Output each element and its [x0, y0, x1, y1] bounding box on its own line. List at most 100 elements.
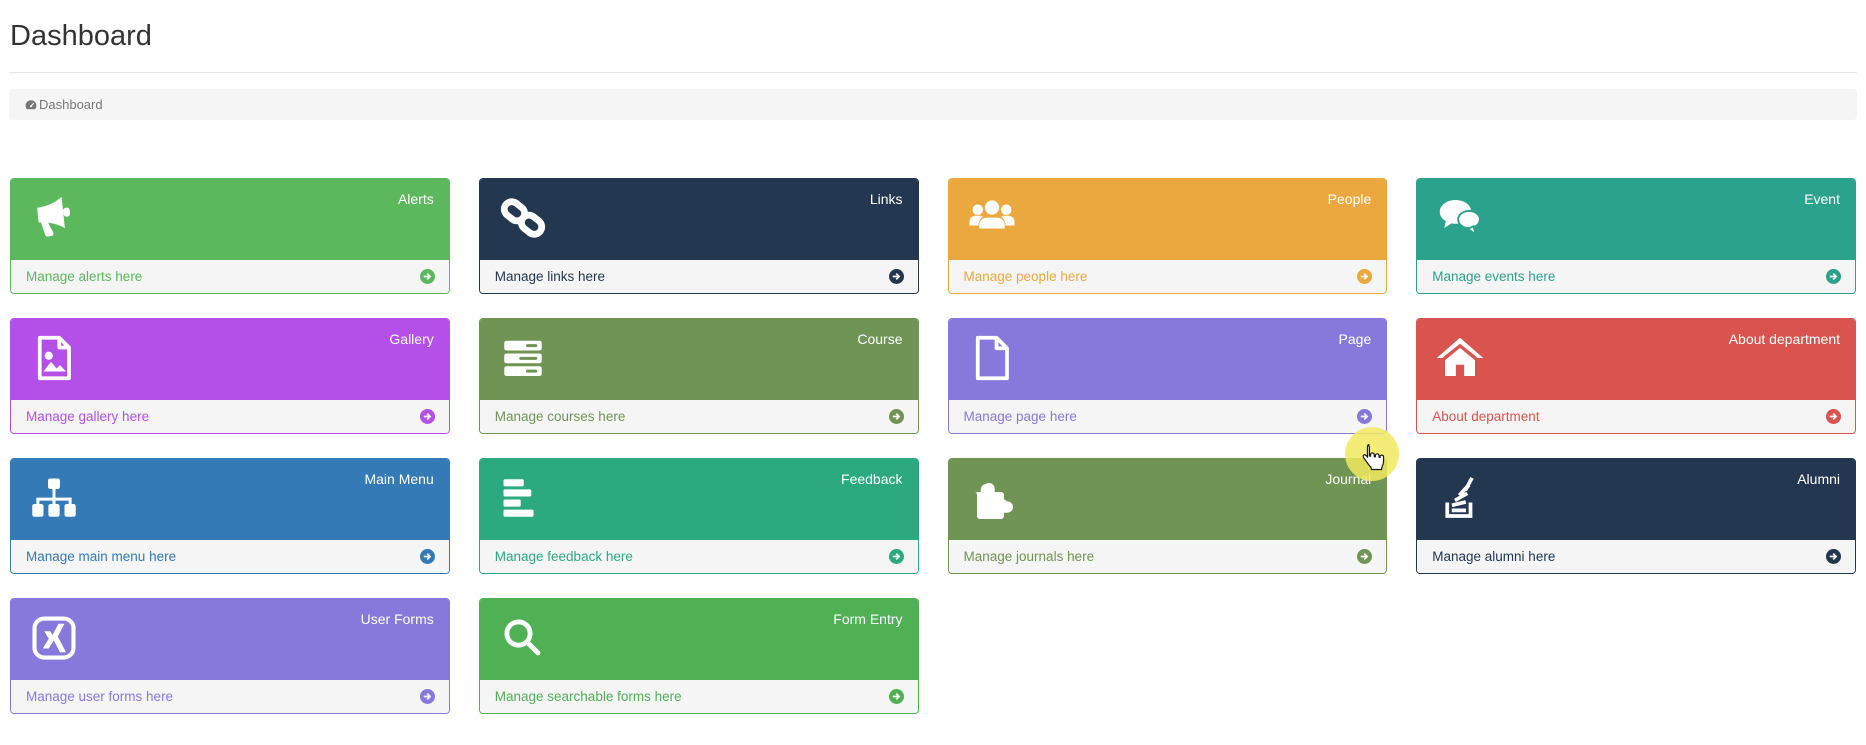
arrow-circle-right-icon	[419, 269, 435, 284]
tile-course-footer-link[interactable]: Manage courses here	[479, 400, 918, 433]
tile-feedback-footer-link[interactable]: Manage feedback here	[479, 540, 918, 573]
search-icon	[499, 614, 903, 662]
tile-page[interactable]: Page Manage page here	[947, 318, 1388, 434]
tile-links-footer-link[interactable]: Manage links here	[479, 260, 918, 293]
tile-people[interactable]: People Manage people here	[947, 178, 1388, 294]
tile-alumni-footer-link[interactable]: Manage alumni here	[1417, 540, 1855, 573]
tile-event-footer-link[interactable]: Manage events here	[1417, 260, 1855, 293]
tile-footer-text: Manage events here	[1432, 269, 1556, 284]
tile-page-footer-link[interactable]: Manage page here	[948, 400, 1387, 433]
tile-label: Course	[857, 331, 903, 347]
tile-footer-text: Manage alerts here	[26, 269, 143, 284]
tile-footer-text: Manage people here	[963, 269, 1088, 284]
tile-header: Links	[479, 179, 918, 260]
tile-event[interactable]: Event Manage events here	[1416, 178, 1856, 294]
tile-header: User Forms	[11, 599, 449, 680]
tile-header: Main Menu	[11, 459, 449, 540]
breadcrumb-item-dashboard: Dashboard	[39, 97, 103, 112]
tile-feedback[interactable]: Feedback Manage feedback here	[478, 458, 919, 574]
tile-user-forms-footer-link[interactable]: Manage user forms here	[11, 680, 449, 713]
stack-overflow-icon	[1436, 474, 1840, 522]
tile-header: About department	[1417, 319, 1855, 400]
tile-label: About department	[1728, 331, 1840, 347]
tile-header: Form Entry	[479, 599, 918, 680]
tile-alerts[interactable]: Alerts Manage alerts here	[10, 178, 450, 294]
tile-header: Page	[948, 319, 1387, 400]
tile-label: Feedback	[841, 471, 903, 487]
arrow-circle-right-icon	[1826, 549, 1841, 564]
tile-header: Alerts	[11, 179, 449, 260]
tile-footer-text: About department	[1432, 409, 1540, 424]
breadcrumb: Dashboard	[9, 89, 1857, 120]
tile-people-footer-link[interactable]: Manage people here	[948, 260, 1387, 293]
arrow-circle-right-icon	[1357, 549, 1373, 564]
tile-about-department-footer-link[interactable]: About department	[1417, 400, 1855, 433]
tile-about-department[interactable]: About department About department	[1416, 318, 1856, 434]
tile-gallery[interactable]: Gallery Manage gallery here	[10, 318, 450, 434]
arrow-circle-right-icon	[888, 689, 904, 704]
tile-user-forms[interactable]: User Forms Manage user forms here	[10, 598, 450, 714]
tile-label: Journal	[1325, 471, 1372, 487]
arrow-circle-right-icon	[1357, 269, 1373, 284]
arrow-circle-right-icon	[419, 549, 435, 564]
tile-label: Form Entry	[833, 611, 903, 627]
tile-label: Alumni	[1797, 471, 1840, 487]
tile-footer-text: Manage alumni here	[1432, 549, 1556, 564]
file-icon	[968, 334, 1372, 382]
tile-header: Feedback	[479, 459, 918, 540]
tile-footer-text: Manage main menu here	[26, 549, 177, 564]
tile-header: Alumni	[1417, 459, 1855, 540]
tile-journal-footer-link[interactable]: Manage journals here	[948, 540, 1387, 573]
align-left-icon	[499, 474, 903, 522]
chain-link-icon	[499, 194, 903, 242]
tile-header: Event	[1417, 179, 1855, 260]
tile-course[interactable]: Course Manage courses here	[478, 318, 919, 434]
tile-label: Page	[1338, 331, 1372, 347]
tile-form-entry-footer-link[interactable]: Manage searchable forms here	[479, 680, 918, 713]
tile-label: Alerts	[397, 191, 434, 207]
arrow-circle-right-icon	[888, 549, 904, 564]
tile-links[interactable]: Links Manage links here	[478, 178, 919, 294]
sitemap-icon	[30, 474, 434, 522]
tile-footer-text: Manage feedback here	[494, 549, 633, 564]
users-icon	[968, 194, 1372, 242]
tile-label: People	[1327, 191, 1372, 207]
tile-grid: Alerts Manage alerts here Links Manage l…	[10, 178, 1856, 714]
tile-label: Links	[869, 191, 903, 207]
tile-journal[interactable]: Journal Manage journals here	[947, 458, 1388, 574]
server-icon	[499, 334, 903, 382]
tile-footer-text: Manage searchable forms here	[494, 689, 682, 704]
tile-header: Journal	[948, 459, 1387, 540]
xing-icon	[30, 614, 434, 662]
tile-header: People	[948, 179, 1387, 260]
bullhorn-icon	[30, 194, 434, 242]
tile-footer-text: Manage courses here	[494, 409, 626, 424]
tile-form-entry[interactable]: Form Entry Manage searchable forms here	[478, 598, 919, 714]
image-file-icon	[30, 334, 434, 382]
divider	[9, 72, 1857, 73]
tile-footer-text: Manage links here	[494, 269, 606, 284]
tile-main-menu-footer-link[interactable]: Manage main menu here	[11, 540, 449, 573]
page-title: Dashboard	[10, 20, 152, 52]
tile-footer-text: Manage journals here	[963, 549, 1095, 564]
arrow-circle-right-icon	[1357, 409, 1373, 424]
tile-header: Course	[479, 319, 918, 400]
home-icon	[1436, 334, 1840, 382]
tile-label: User Forms	[360, 611, 434, 627]
comments-icon	[1436, 194, 1840, 242]
tile-main-menu[interactable]: Main Menu Manage main menu here	[10, 458, 450, 574]
arrow-circle-right-icon	[1826, 269, 1841, 284]
tile-footer-text: Manage gallery here	[26, 409, 150, 424]
arrow-circle-right-icon	[1826, 409, 1841, 424]
arrow-circle-right-icon	[419, 689, 435, 704]
tile-label: Main Menu	[364, 471, 434, 487]
arrow-circle-right-icon	[888, 269, 904, 284]
tile-label: Event	[1804, 191, 1840, 207]
tile-label: Gallery	[389, 331, 434, 347]
arrow-circle-right-icon	[419, 409, 435, 424]
tile-alerts-footer-link[interactable]: Manage alerts here	[11, 260, 449, 293]
tile-gallery-footer-link[interactable]: Manage gallery here	[11, 400, 449, 433]
dashboard-icon	[24, 98, 38, 112]
tile-footer-text: Manage page here	[963, 409, 1077, 424]
tile-alumni[interactable]: Alumni Manage alumni here	[1416, 458, 1856, 574]
